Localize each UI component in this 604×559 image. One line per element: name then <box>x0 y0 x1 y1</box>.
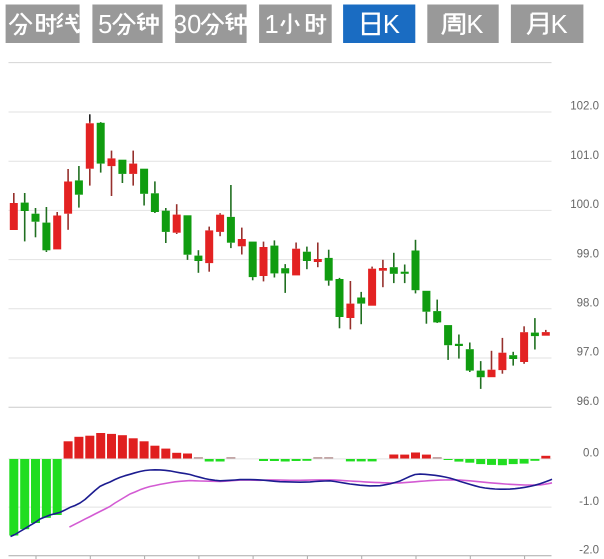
svg-text:97.0: 97.0 <box>577 347 599 359</box>
svg-text:0.0: 0.0 <box>583 447 599 459</box>
svg-text:102.0: 102.0 <box>570 101 599 113</box>
svg-text:100.0: 100.0 <box>570 199 599 211</box>
svg-text:K: K <box>383 11 400 39</box>
svg-text:98.0: 98.0 <box>577 298 599 310</box>
svg-text:96.0: 96.0 <box>577 396 599 408</box>
svg-text:101.0: 101.0 <box>570 150 599 162</box>
svg-text:30: 30 <box>173 11 201 39</box>
svg-text:1: 1 <box>265 11 279 39</box>
svg-text:99.0: 99.0 <box>577 248 599 260</box>
svg-text:K: K <box>551 11 568 39</box>
svg-text:-2.0: -2.0 <box>579 544 599 556</box>
svg-text:K: K <box>466 11 483 39</box>
svg-text:5: 5 <box>98 11 112 39</box>
svg-text:-1.0: -1.0 <box>579 496 599 508</box>
